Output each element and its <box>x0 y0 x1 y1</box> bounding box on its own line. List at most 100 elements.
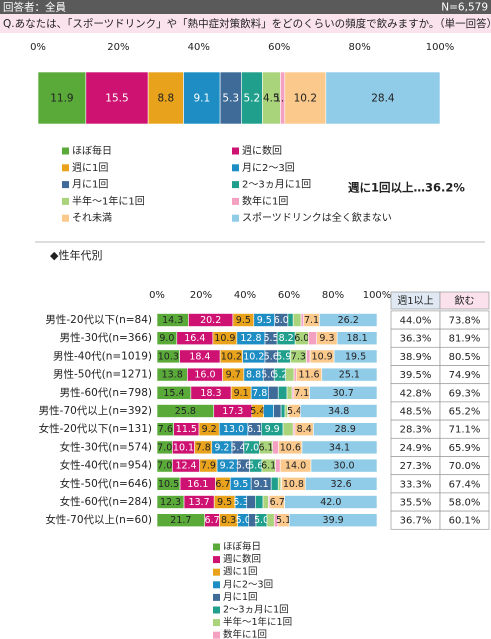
bar-segment <box>287 313 294 327</box>
value-label: 8.4 <box>297 424 312 435</box>
value-label: 11.6 <box>298 370 319 381</box>
value-label: 16.0 <box>194 370 215 381</box>
value-label: 8.2 <box>279 333 294 344</box>
bar-segment <box>270 476 279 491</box>
value-label: 5.1 <box>276 515 291 526</box>
bar-segment <box>310 458 378 473</box>
value-label: 5.6 <box>264 351 279 362</box>
x-tick-label: 40% <box>234 290 256 301</box>
value-label: 5.0 <box>261 370 276 381</box>
bar-segment <box>262 495 269 509</box>
value-label: 16.4 <box>184 333 205 344</box>
value-label: 13.7 <box>189 497 210 508</box>
value-label: 6.7 <box>205 515 220 526</box>
bar-segment <box>37 71 87 125</box>
value-label: 7.8 <box>252 388 267 399</box>
value-label: 14.3 <box>162 315 183 326</box>
row-label: 女性-50代(n=646) <box>60 477 152 490</box>
legend-swatch <box>232 164 239 172</box>
row-label: 女性-20代以下(n=131) <box>39 422 152 435</box>
bar-segment <box>288 513 378 528</box>
question-bar <box>0 14 491 33</box>
x-tick-label: 0% <box>30 42 46 53</box>
value-label: 9.5 <box>217 497 232 508</box>
value-label: 10.5 <box>158 479 179 490</box>
value-label: 9.2 <box>214 442 229 453</box>
row-label: 女性-30代(n=574) <box>60 440 152 453</box>
bar-segment <box>266 513 275 528</box>
x-tick-label: 40% <box>188 42 210 53</box>
bar-segment <box>321 367 378 382</box>
legend-swatch <box>213 631 220 639</box>
bar-segment <box>183 71 221 125</box>
table-value: 36.3% <box>400 334 432 345</box>
value-label: 39.9 <box>323 515 344 526</box>
value-label: 17.3 <box>222 406 243 417</box>
value-label: 13.0 <box>223 424 244 435</box>
bar-segment <box>293 367 297 382</box>
legend-swatch <box>62 147 69 155</box>
row-label: 男性-40代(n=1019) <box>53 349 152 362</box>
value-label: 42.0 <box>320 497 341 508</box>
legend-label: 週に1回 <box>72 162 108 174</box>
value-label: 5.5 <box>264 333 279 344</box>
bar-segment <box>286 385 293 400</box>
table-value: 81.9% <box>449 334 481 345</box>
value-label: 5.3 <box>233 497 248 508</box>
value-label: 6.7 <box>215 479 230 490</box>
row-label: 男性-20代以下(n=84) <box>45 313 152 326</box>
bar-segment <box>285 367 295 382</box>
value-label: 8.3 <box>221 515 236 526</box>
value-label: 10.8 <box>283 479 304 490</box>
value-label: 7.3 <box>291 351 306 362</box>
x-tick-label: 100% <box>363 290 392 301</box>
x-tick-label: 80% <box>322 290 344 301</box>
value-label: 12.3 <box>160 497 181 508</box>
table-value: 73.8% <box>449 316 481 327</box>
bar-segment <box>263 404 274 418</box>
row-label: 男性-50代(n=1271) <box>53 368 152 381</box>
table-value: 27.3% <box>400 461 432 472</box>
value-label: 18.1 <box>347 333 368 344</box>
x-tick-label: 20% <box>107 42 129 53</box>
bar-segment <box>325 71 441 125</box>
x-tick-label: 100% <box>426 42 455 53</box>
legend-swatch <box>213 556 220 564</box>
bar-segment <box>304 476 378 491</box>
x-tick-label: 80% <box>348 42 370 53</box>
value-label: 6.0 <box>274 315 289 326</box>
section-title: ◆性年代別 <box>50 248 102 262</box>
bar-segment <box>284 71 327 125</box>
legend-swatch <box>213 593 220 601</box>
bar-segment <box>301 440 378 455</box>
bar-segment <box>319 313 378 327</box>
value-label: 7.9 <box>201 461 216 472</box>
row-label: 女性-70代以上(n=60) <box>45 513 152 526</box>
value-label: 21.7 <box>170 515 191 526</box>
legend-swatch <box>213 568 220 576</box>
legend-label: 数年に1回 <box>223 629 267 639</box>
value-label: 10.9 <box>312 351 333 362</box>
annotation: 週に1回以上…36.2% <box>348 181 465 195</box>
value-label: 12.4 <box>175 461 196 472</box>
table-value: 60.1% <box>449 516 481 527</box>
value-label: 16.1 <box>187 479 208 490</box>
value-label: 9.1 <box>234 388 249 399</box>
legend-swatch <box>62 214 69 222</box>
legend-swatch <box>213 581 220 589</box>
legend-label: 半年～1年に1回 <box>72 194 145 207</box>
bar-segment <box>309 385 378 400</box>
value-label: 6.1 <box>261 461 276 472</box>
value-label: 14.0 <box>285 461 306 472</box>
table-value: 28.3% <box>400 425 432 436</box>
table-value: 65.9% <box>449 443 481 454</box>
legend-label: ほぼ毎日 <box>72 144 112 157</box>
value-label: 10.2 <box>221 351 242 362</box>
table-header: 飲む <box>455 294 475 307</box>
value-label: 15.5 <box>105 93 128 105</box>
legend-label: それ未満 <box>72 212 112 224</box>
table-value: 35.5% <box>400 498 432 509</box>
value-label: 34.1 <box>329 442 350 453</box>
value-label: 6.1 <box>258 442 273 453</box>
